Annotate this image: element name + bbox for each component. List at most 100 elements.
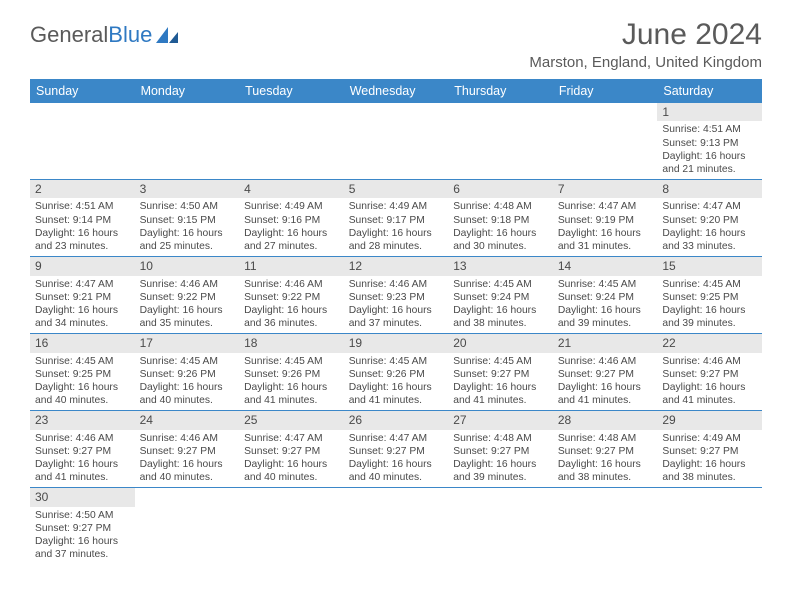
day-cell: 15Sunrise: 4:45 AMSunset: 9:25 PMDayligh… bbox=[657, 257, 762, 334]
day-cell: 19Sunrise: 4:45 AMSunset: 9:26 PMDayligh… bbox=[344, 334, 449, 411]
weekday-header: Wednesday bbox=[344, 79, 449, 103]
day-number: 15 bbox=[657, 257, 762, 275]
day-number: 12 bbox=[344, 257, 449, 275]
day-content: Sunrise: 4:51 AMSunset: 9:13 PMDaylight:… bbox=[657, 121, 762, 179]
day-number: 6 bbox=[448, 180, 553, 198]
weekday-header: Sunday bbox=[30, 79, 135, 103]
day-number: 2 bbox=[30, 180, 135, 198]
day-content: Sunrise: 4:45 AMSunset: 9:25 PMDaylight:… bbox=[30, 353, 135, 411]
day-cell: 5Sunrise: 4:49 AMSunset: 9:17 PMDaylight… bbox=[344, 180, 449, 257]
weekday-header: Tuesday bbox=[239, 79, 344, 103]
day-number: 11 bbox=[239, 257, 344, 275]
sail-icon bbox=[154, 25, 180, 45]
empty-cell bbox=[344, 488, 449, 565]
empty-cell bbox=[553, 103, 658, 180]
weekday-header: Saturday bbox=[657, 79, 762, 103]
empty-cell bbox=[239, 103, 344, 180]
day-content: Sunrise: 4:46 AMSunset: 9:22 PMDaylight:… bbox=[239, 276, 344, 334]
day-number: 30 bbox=[30, 488, 135, 506]
day-cell: 17Sunrise: 4:45 AMSunset: 9:26 PMDayligh… bbox=[135, 334, 240, 411]
day-number: 9 bbox=[30, 257, 135, 275]
day-cell: 10Sunrise: 4:46 AMSunset: 9:22 PMDayligh… bbox=[135, 257, 240, 334]
day-cell: 18Sunrise: 4:45 AMSunset: 9:26 PMDayligh… bbox=[239, 334, 344, 411]
day-content: Sunrise: 4:46 AMSunset: 9:27 PMDaylight:… bbox=[553, 353, 658, 411]
day-number: 4 bbox=[239, 180, 344, 198]
day-cell: 7Sunrise: 4:47 AMSunset: 9:19 PMDaylight… bbox=[553, 180, 658, 257]
weekday-header-row: SundayMondayTuesdayWednesdayThursdayFrid… bbox=[30, 79, 762, 103]
calendar-row: 9Sunrise: 4:47 AMSunset: 9:21 PMDaylight… bbox=[30, 257, 762, 334]
day-cell: 24Sunrise: 4:46 AMSunset: 9:27 PMDayligh… bbox=[135, 411, 240, 488]
day-cell: 21Sunrise: 4:46 AMSunset: 9:27 PMDayligh… bbox=[553, 334, 658, 411]
day-content: Sunrise: 4:51 AMSunset: 9:14 PMDaylight:… bbox=[30, 198, 135, 256]
day-content: Sunrise: 4:45 AMSunset: 9:26 PMDaylight:… bbox=[135, 353, 240, 411]
empty-cell bbox=[448, 103, 553, 180]
calendar-row: 2Sunrise: 4:51 AMSunset: 9:14 PMDaylight… bbox=[30, 180, 762, 257]
day-content: Sunrise: 4:45 AMSunset: 9:27 PMDaylight:… bbox=[448, 353, 553, 411]
day-cell: 16Sunrise: 4:45 AMSunset: 9:25 PMDayligh… bbox=[30, 334, 135, 411]
day-content: Sunrise: 4:48 AMSunset: 9:27 PMDaylight:… bbox=[553, 430, 658, 488]
day-number: 29 bbox=[657, 411, 762, 429]
day-content: Sunrise: 4:45 AMSunset: 9:25 PMDaylight:… bbox=[657, 276, 762, 334]
day-number: 23 bbox=[30, 411, 135, 429]
day-content: Sunrise: 4:45 AMSunset: 9:24 PMDaylight:… bbox=[553, 276, 658, 334]
day-content: Sunrise: 4:47 AMSunset: 9:19 PMDaylight:… bbox=[553, 198, 658, 256]
day-cell: 1Sunrise: 4:51 AMSunset: 9:13 PMDaylight… bbox=[657, 103, 762, 180]
day-content: Sunrise: 4:45 AMSunset: 9:26 PMDaylight:… bbox=[344, 353, 449, 411]
day-number: 8 bbox=[657, 180, 762, 198]
calendar-row: 16Sunrise: 4:45 AMSunset: 9:25 PMDayligh… bbox=[30, 334, 762, 411]
day-cell: 8Sunrise: 4:47 AMSunset: 9:20 PMDaylight… bbox=[657, 180, 762, 257]
day-content: Sunrise: 4:47 AMSunset: 9:21 PMDaylight:… bbox=[30, 276, 135, 334]
day-content: Sunrise: 4:49 AMSunset: 9:17 PMDaylight:… bbox=[344, 198, 449, 256]
day-cell: 20Sunrise: 4:45 AMSunset: 9:27 PMDayligh… bbox=[448, 334, 553, 411]
day-number: 10 bbox=[135, 257, 240, 275]
day-content: Sunrise: 4:48 AMSunset: 9:27 PMDaylight:… bbox=[448, 430, 553, 488]
day-cell: 9Sunrise: 4:47 AMSunset: 9:21 PMDaylight… bbox=[30, 257, 135, 334]
day-content: Sunrise: 4:47 AMSunset: 9:27 PMDaylight:… bbox=[239, 430, 344, 488]
day-number: 24 bbox=[135, 411, 240, 429]
day-content: Sunrise: 4:46 AMSunset: 9:27 PMDaylight:… bbox=[30, 430, 135, 488]
day-content: Sunrise: 4:46 AMSunset: 9:27 PMDaylight:… bbox=[135, 430, 240, 488]
day-cell: 2Sunrise: 4:51 AMSunset: 9:14 PMDaylight… bbox=[30, 180, 135, 257]
day-number: 20 bbox=[448, 334, 553, 352]
day-cell: 14Sunrise: 4:45 AMSunset: 9:24 PMDayligh… bbox=[553, 257, 658, 334]
day-number: 1 bbox=[657, 103, 762, 121]
day-cell: 12Sunrise: 4:46 AMSunset: 9:23 PMDayligh… bbox=[344, 257, 449, 334]
day-cell: 11Sunrise: 4:46 AMSunset: 9:22 PMDayligh… bbox=[239, 257, 344, 334]
day-cell: 26Sunrise: 4:47 AMSunset: 9:27 PMDayligh… bbox=[344, 411, 449, 488]
weekday-header: Thursday bbox=[448, 79, 553, 103]
day-content: Sunrise: 4:50 AMSunset: 9:27 PMDaylight:… bbox=[30, 507, 135, 565]
day-number: 7 bbox=[553, 180, 658, 198]
header: GeneralBlue June 2024 Marston, England, … bbox=[30, 18, 762, 71]
day-content: Sunrise: 4:45 AMSunset: 9:26 PMDaylight:… bbox=[239, 353, 344, 411]
day-cell: 29Sunrise: 4:49 AMSunset: 9:27 PMDayligh… bbox=[657, 411, 762, 488]
empty-cell bbox=[344, 103, 449, 180]
day-number: 3 bbox=[135, 180, 240, 198]
calendar-row: 23Sunrise: 4:46 AMSunset: 9:27 PMDayligh… bbox=[30, 411, 762, 488]
day-cell: 6Sunrise: 4:48 AMSunset: 9:18 PMDaylight… bbox=[448, 180, 553, 257]
day-content: Sunrise: 4:48 AMSunset: 9:18 PMDaylight:… bbox=[448, 198, 553, 256]
day-number: 17 bbox=[135, 334, 240, 352]
empty-cell bbox=[448, 488, 553, 565]
day-cell: 25Sunrise: 4:47 AMSunset: 9:27 PMDayligh… bbox=[239, 411, 344, 488]
empty-cell bbox=[657, 488, 762, 565]
day-cell: 30Sunrise: 4:50 AMSunset: 9:27 PMDayligh… bbox=[30, 488, 135, 565]
day-content: Sunrise: 4:47 AMSunset: 9:20 PMDaylight:… bbox=[657, 198, 762, 256]
day-content: Sunrise: 4:49 AMSunset: 9:16 PMDaylight:… bbox=[239, 198, 344, 256]
day-cell: 4Sunrise: 4:49 AMSunset: 9:16 PMDaylight… bbox=[239, 180, 344, 257]
weekday-header: Monday bbox=[135, 79, 240, 103]
calendar-row: 1Sunrise: 4:51 AMSunset: 9:13 PMDaylight… bbox=[30, 103, 762, 180]
empty-cell bbox=[30, 103, 135, 180]
day-cell: 3Sunrise: 4:50 AMSunset: 9:15 PMDaylight… bbox=[135, 180, 240, 257]
day-content: Sunrise: 4:47 AMSunset: 9:27 PMDaylight:… bbox=[344, 430, 449, 488]
day-cell: 28Sunrise: 4:48 AMSunset: 9:27 PMDayligh… bbox=[553, 411, 658, 488]
day-number: 28 bbox=[553, 411, 658, 429]
brand-part1: General bbox=[30, 22, 108, 48]
day-number: 22 bbox=[657, 334, 762, 352]
empty-cell bbox=[135, 103, 240, 180]
day-content: Sunrise: 4:50 AMSunset: 9:15 PMDaylight:… bbox=[135, 198, 240, 256]
day-number: 18 bbox=[239, 334, 344, 352]
day-number: 13 bbox=[448, 257, 553, 275]
day-number: 16 bbox=[30, 334, 135, 352]
empty-cell bbox=[553, 488, 658, 565]
day-content: Sunrise: 4:45 AMSunset: 9:24 PMDaylight:… bbox=[448, 276, 553, 334]
